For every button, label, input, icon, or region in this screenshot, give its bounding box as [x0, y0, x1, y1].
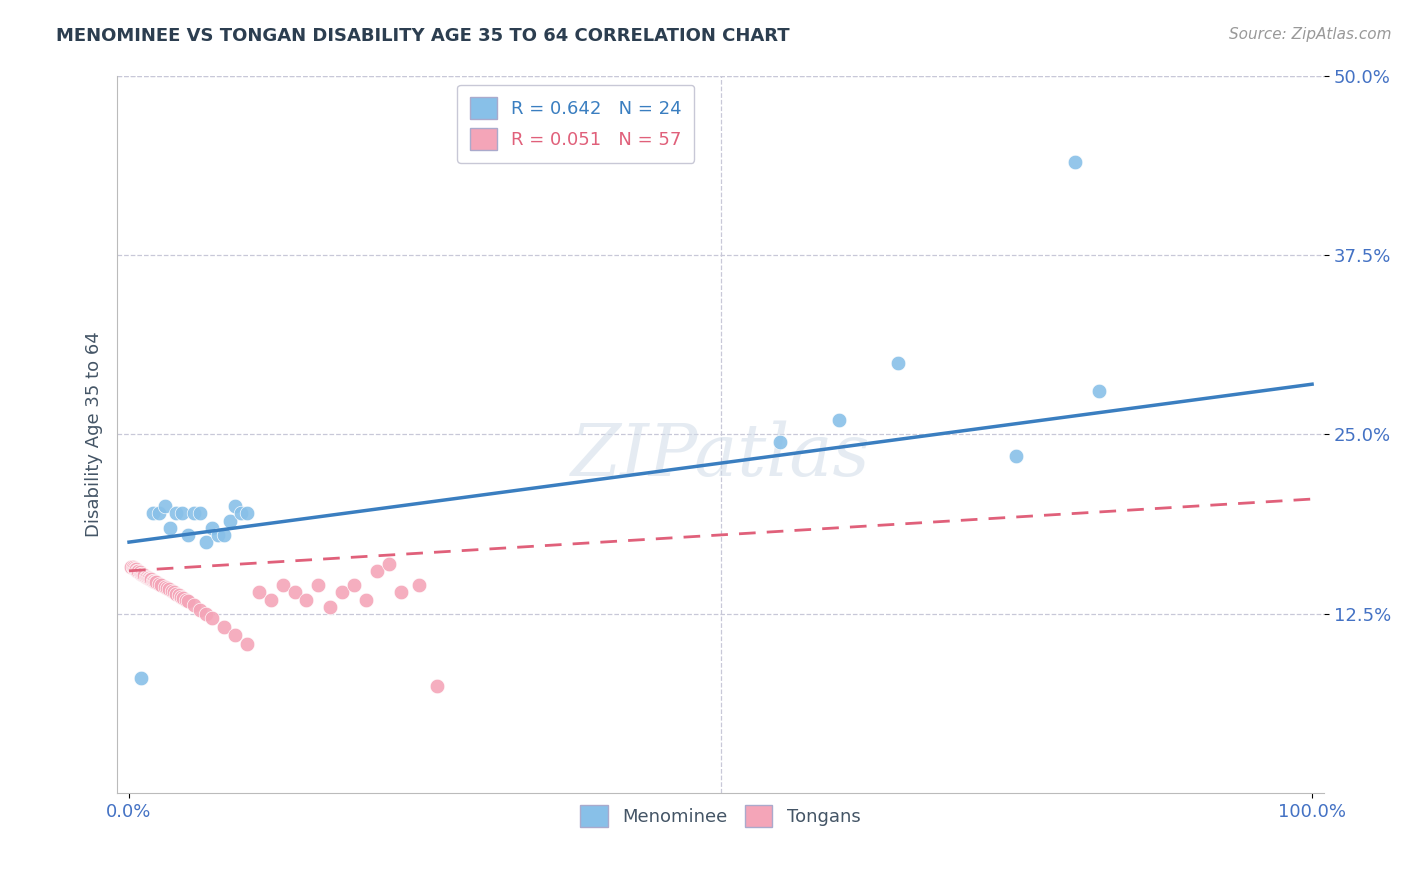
Point: [1005, 449, 1028, 463]
Text: Source: ZipAtlas.com: Source: ZipAtlas.com: [1229, 27, 1392, 42]
Point: [172, 591, 194, 606]
Point: [354, 592, 377, 607]
Point: [188, 507, 211, 521]
Point: [378, 557, 401, 571]
Point: [295, 592, 318, 607]
Text: MENOMINEE VS TONGAN DISABILITY AGE 35 TO 64 CORRELATION CHART: MENOMINEE VS TONGAN DISABILITY AGE 35 TO…: [56, 27, 790, 45]
Point: [887, 356, 910, 370]
Point: [141, 573, 163, 587]
Point: [172, 507, 194, 521]
Point: [132, 568, 155, 582]
Point: [153, 500, 176, 514]
Point: [343, 578, 366, 592]
Point: [125, 562, 148, 576]
Point: [188, 602, 211, 616]
Point: [121, 559, 143, 574]
Point: [124, 562, 146, 576]
Point: [156, 581, 179, 595]
Point: [224, 500, 246, 514]
Point: [212, 620, 235, 634]
Point: [122, 561, 145, 575]
Point: [236, 507, 259, 521]
Point: [174, 592, 197, 607]
Point: [142, 574, 165, 588]
Point: [165, 507, 187, 521]
Point: [769, 434, 792, 449]
Point: [408, 578, 430, 592]
Point: [134, 568, 156, 582]
Y-axis label: Disability Age 35 to 64: Disability Age 35 to 64: [86, 332, 103, 537]
Point: [183, 507, 205, 521]
Point: [271, 578, 294, 592]
Point: [183, 599, 205, 613]
Point: [129, 672, 152, 686]
Point: [366, 564, 388, 578]
Point: [138, 571, 160, 585]
Point: [165, 587, 187, 601]
Point: [207, 528, 229, 542]
Point: [136, 571, 159, 585]
Point: [828, 413, 851, 427]
Point: [284, 585, 307, 599]
Point: [153, 580, 176, 594]
Point: [177, 528, 200, 542]
Point: [201, 611, 224, 625]
Point: [135, 569, 157, 583]
Point: [142, 574, 165, 588]
Point: [426, 679, 449, 693]
Point: [307, 578, 329, 592]
Point: [148, 507, 170, 521]
Point: [247, 585, 270, 599]
Point: [129, 566, 152, 581]
Point: [157, 582, 180, 597]
Point: [128, 566, 150, 580]
Point: [330, 585, 353, 599]
Point: [142, 507, 165, 521]
Point: [218, 514, 240, 528]
Point: [260, 592, 283, 607]
Point: [236, 637, 259, 651]
Point: [160, 583, 183, 598]
Point: [212, 528, 235, 542]
Point: [389, 585, 412, 599]
Point: [1064, 154, 1087, 169]
Point: [148, 576, 170, 591]
Point: [145, 575, 167, 590]
Point: [143, 575, 166, 590]
Point: [167, 588, 190, 602]
Point: [127, 564, 149, 578]
Point: [319, 599, 342, 614]
Point: [201, 521, 224, 535]
Point: [135, 569, 157, 583]
Point: [194, 607, 217, 621]
Point: [170, 590, 193, 604]
Point: [231, 507, 253, 521]
Point: [139, 573, 162, 587]
Point: [177, 594, 200, 608]
Point: [127, 564, 149, 578]
Text: ZIPatlas: ZIPatlas: [571, 421, 870, 491]
Legend: Menominee, Tongans: Menominee, Tongans: [574, 798, 868, 835]
Point: [194, 535, 217, 549]
Point: [163, 585, 186, 599]
Point: [159, 521, 181, 535]
Point: [149, 578, 172, 592]
Point: [120, 559, 142, 574]
Point: [1088, 384, 1111, 399]
Point: [131, 566, 153, 581]
Point: [224, 628, 246, 642]
